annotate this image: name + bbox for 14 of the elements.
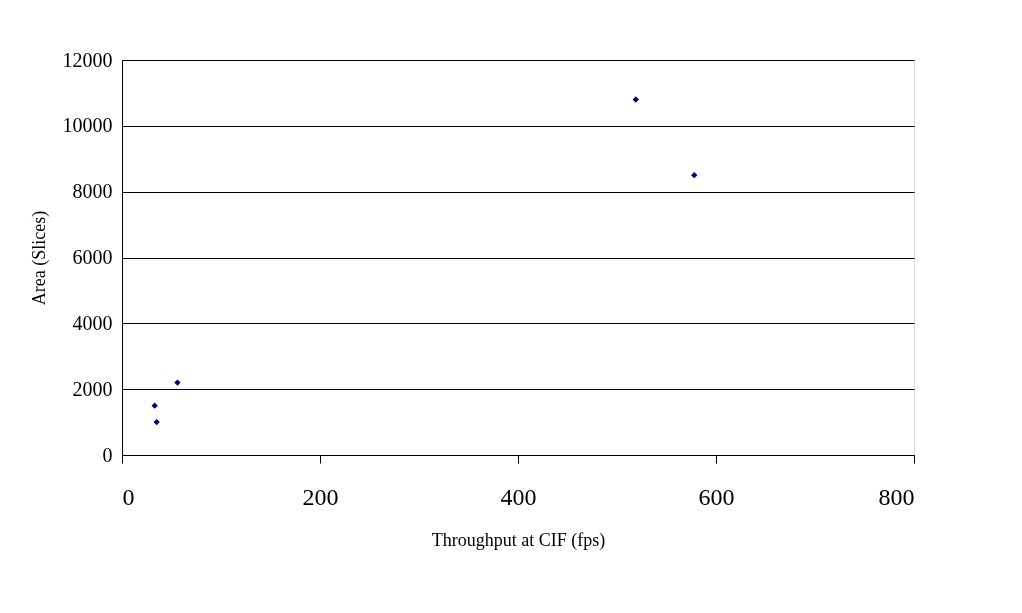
x-tick-label: 0 — [122, 483, 135, 510]
y-tick-label: 2000 — [72, 377, 113, 400]
y-tick-label: 4000 — [72, 311, 113, 334]
y-axis-title: Area (Slices) — [28, 210, 50, 306]
y-tick-label: 6000 — [72, 246, 113, 268]
x-tick-label: 600 — [698, 483, 735, 510]
y-tick-label: 0 — [102, 443, 113, 466]
x-tick-label: 200 — [302, 483, 339, 510]
y-tick-label: 12000 — [62, 48, 113, 71]
x-axis-title: Throughput at CIF (fps) — [431, 529, 606, 551]
y-tick-label: 10000 — [62, 114, 113, 137]
x-tick-label: 800 — [878, 483, 915, 510]
x-tick-label: 400 — [500, 483, 537, 510]
y-tick-label: 8000 — [72, 180, 113, 203]
